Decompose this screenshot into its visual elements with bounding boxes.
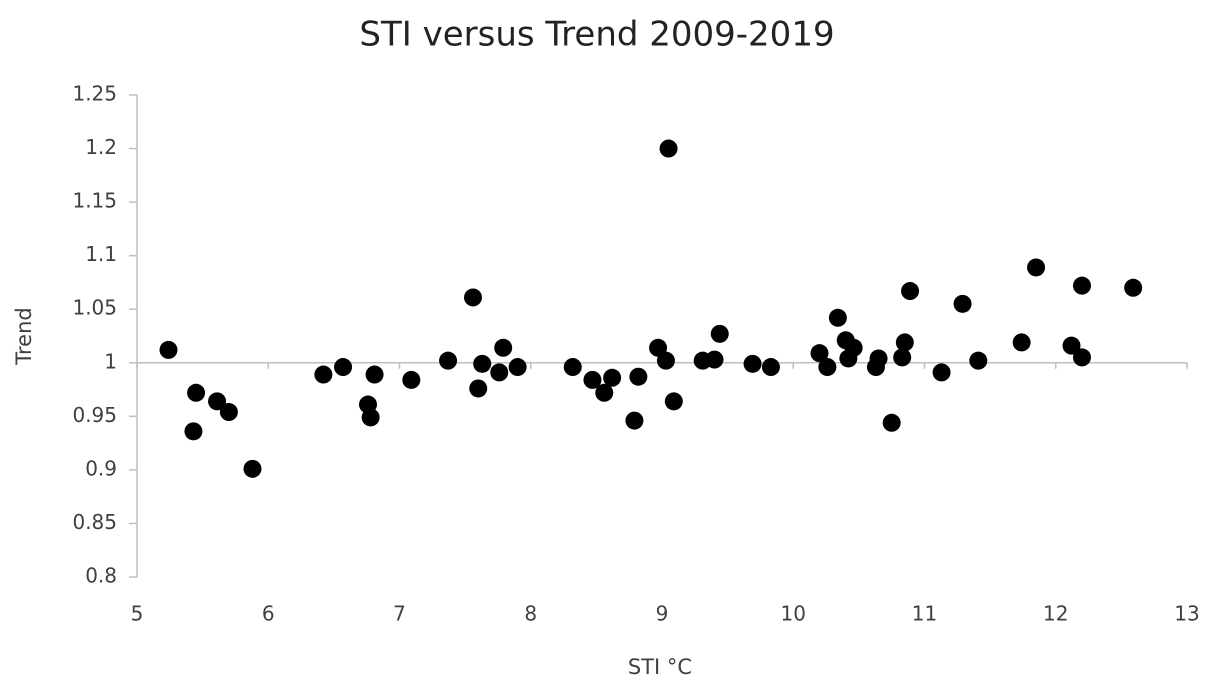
point — [402, 370, 421, 389]
point — [603, 368, 622, 387]
point — [625, 411, 644, 430]
point — [932, 363, 951, 382]
y-tick-label: 1 — [104, 349, 117, 373]
point — [187, 383, 206, 402]
point — [508, 358, 527, 377]
point — [473, 354, 492, 373]
point — [583, 370, 602, 389]
y-tick-label: 0.9 — [85, 456, 117, 480]
point — [490, 363, 509, 382]
x-tick-label: 12 — [1043, 602, 1068, 626]
point — [208, 392, 227, 411]
point — [1012, 333, 1031, 352]
point — [761, 358, 780, 377]
point — [901, 282, 920, 301]
x-tick-label: 9 — [656, 602, 669, 626]
point — [743, 354, 762, 373]
point — [219, 403, 238, 422]
point — [710, 324, 729, 343]
point — [629, 367, 648, 386]
y-tick-label: 0.8 — [85, 564, 117, 588]
x-tick-label: 6 — [262, 602, 275, 626]
point — [314, 365, 333, 384]
point — [1027, 258, 1046, 277]
point — [810, 344, 829, 363]
y-tick-label: 1.2 — [85, 135, 117, 159]
point — [365, 365, 384, 384]
point — [439, 351, 458, 370]
point — [464, 288, 482, 307]
point — [469, 379, 488, 398]
x-axis-title: STI °C — [628, 655, 692, 679]
point — [1062, 336, 1081, 355]
point — [893, 348, 912, 367]
x-tick-label: 8 — [524, 602, 537, 626]
y-tick-label: 0.95 — [72, 403, 117, 427]
point — [243, 459, 262, 478]
point — [969, 351, 988, 370]
point — [159, 340, 178, 359]
y-tick-label: 1.25 — [72, 82, 117, 106]
point — [953, 294, 972, 313]
point — [664, 392, 683, 411]
point — [361, 408, 380, 427]
point — [818, 358, 837, 377]
point — [869, 349, 888, 368]
point — [882, 413, 901, 432]
point — [839, 349, 858, 368]
y-tick-label: 1.05 — [72, 296, 117, 320]
point — [649, 338, 668, 357]
x-tick-label: 13 — [1174, 602, 1199, 626]
y-tick-label: 1.15 — [72, 189, 117, 213]
y-tick-label: 1.1 — [85, 242, 117, 266]
point — [1073, 348, 1091, 367]
y-tick-label: 0.85 — [72, 510, 117, 534]
point — [656, 351, 675, 370]
point — [828, 308, 847, 327]
x-tick-label: 11 — [912, 602, 937, 626]
point — [184, 422, 203, 441]
point — [1124, 278, 1143, 297]
point — [895, 333, 914, 352]
point — [659, 139, 678, 158]
point — [563, 358, 582, 377]
y-axis-title: Trend — [12, 307, 36, 365]
x-tick-label: 7 — [393, 602, 406, 626]
point — [705, 350, 724, 369]
chart-title: STI versus Trend 2009-2019 — [359, 15, 834, 55]
point — [1073, 276, 1091, 295]
x-tick-label: 10 — [781, 602, 806, 626]
point — [334, 358, 353, 377]
point — [494, 338, 513, 357]
x-tick-label: 5 — [131, 602, 144, 626]
point — [595, 383, 614, 402]
